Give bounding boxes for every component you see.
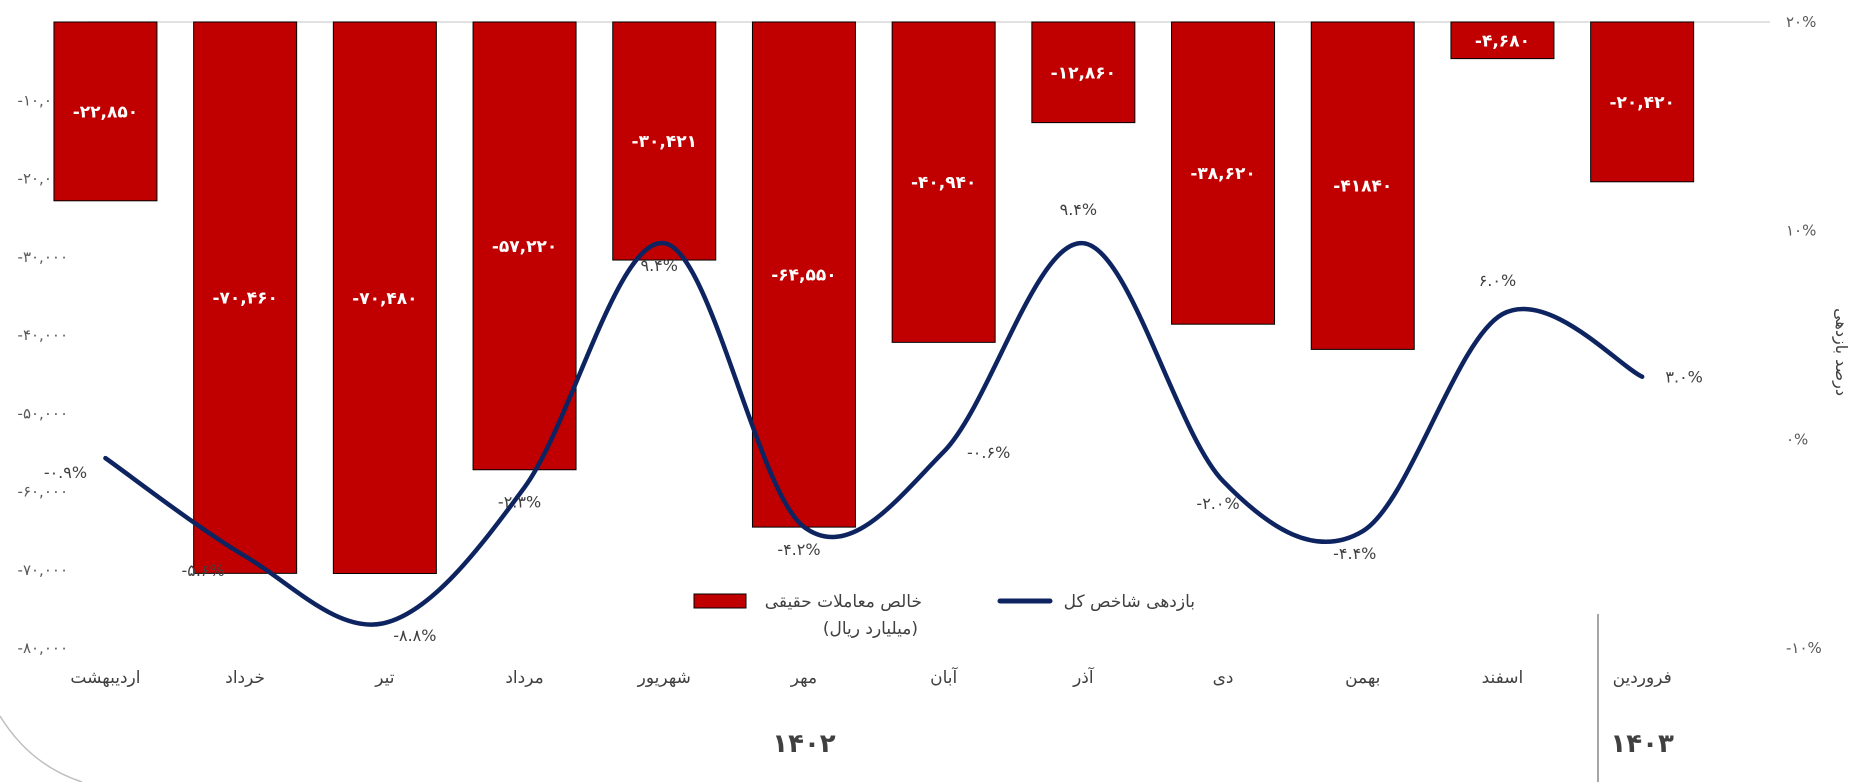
year-group-labels: ۱۴۰۳ ۱۴۰۲: [772, 729, 1674, 759]
return-line: [103, 240, 1645, 627]
right-tick-label: -۱۰%: [1786, 639, 1822, 657]
line-value-label: -۰.۶%: [967, 443, 1010, 462]
line-value-label: -۸.۸%: [393, 626, 436, 645]
bar: [53, 21, 158, 202]
left-axis-ticks: ۰-۱۰,۰۰۰-۲۰,۰۰۰-۳۰,۰۰۰-۴۰,۰۰۰-۵۰,۰۰۰-۶۰,…: [18, 13, 68, 657]
category-label: خرداد: [225, 668, 265, 688]
category-label: دی: [1213, 668, 1234, 688]
bar-value-label: -۴۰,۹۴۰: [911, 173, 976, 193]
bar-value-label: -۱۲,۸۶۰: [1051, 63, 1116, 83]
bar-value-label: -۵۷,۲۲۰: [492, 237, 557, 257]
bar: [612, 21, 717, 261]
bar: [891, 21, 996, 343]
category-label: شهریور: [637, 668, 691, 688]
legend: بازدهی شاخص کل خالص معاملات حقیقی (میلیا…: [693, 592, 1195, 639]
left-tick-label: -۶۰,۰۰۰: [18, 483, 68, 501]
category-label: فروردین: [1613, 668, 1672, 688]
category-label: تیر: [374, 668, 395, 688]
legend-bar-label-unit: (میلیارد ریال): [823, 619, 918, 639]
category-label: مهر: [790, 668, 817, 688]
line-value-label: -۵.۶%: [182, 561, 225, 580]
corner-arc: [0, 715, 83, 782]
bar-value-label: -۴,۶۸۰: [1475, 31, 1530, 51]
legend-bar-swatch: [693, 593, 747, 609]
line-value-label: -۰.۹%: [44, 463, 87, 482]
bar-value-label: -۷۰,۴۶۰: [212, 289, 277, 309]
left-tick-label: -۸۰,۰۰۰: [18, 639, 68, 657]
right-tick-label: ۲۰%: [1786, 13, 1816, 31]
bar-value-label: -۲۰,۴۲۰: [1609, 93, 1674, 113]
legend-line-label: بازدهی شاخص کل: [1064, 592, 1195, 612]
category-label: آبان: [930, 666, 958, 688]
bar-value-label: -۴۱۸۴۰: [1333, 177, 1392, 197]
right-tick-label: ۱۰%: [1786, 222, 1816, 240]
line-value-label: -۲.۰%: [1196, 494, 1239, 513]
line-value-label: -۲.۳%: [498, 492, 541, 511]
category-label: بهمن: [1345, 668, 1380, 688]
bar: [1450, 21, 1555, 60]
right-tick-label: ۰%: [1786, 430, 1808, 448]
category-labels: فروردین اسفند بهمن دی آذر آبان مهر شهریور مرداد ت…: [70, 666, 1671, 688]
line-value-label: ۳.۰%: [1665, 368, 1702, 387]
bar-value-label: -۳۸,۶۲۰: [1190, 164, 1255, 184]
bar: [1171, 21, 1276, 325]
left-tick-label: -۳۰,۰۰۰: [18, 248, 68, 266]
bar-value-label: -۲۲,۸۵۰: [73, 102, 138, 122]
category-label: اسفند: [1482, 668, 1524, 688]
right-axis-title: درصد بازدهی: [1831, 308, 1851, 396]
year-label: ۱۴۰۲: [772, 729, 836, 759]
legend-bar-label: خالص معاملات حقیقی: [765, 592, 922, 612]
line-data-labels: ۳.۰% ۶.۰% -۴.۴% -۲.۰% ۹.۴% -۰.۶% -۴.۲% ۹.۴% -۲.۳…: [44, 200, 1703, 645]
category-label: مرداد: [505, 668, 543, 688]
right-axis-ticks: ۲۰% ۱۰% ۰% -۱۰%: [1786, 13, 1822, 657]
line-value-label: ۹.۴%: [641, 256, 678, 275]
bar-value-label: -۳۰,۴۲۱: [632, 132, 697, 152]
line-value-label: -۴.۲%: [777, 540, 820, 559]
year-label: ۱۴۰۳: [1610, 729, 1674, 759]
line-value-label: ۶.۰%: [1479, 271, 1516, 290]
bar: [1310, 21, 1415, 350]
bar: [332, 21, 437, 575]
bar: [472, 21, 577, 471]
line-value-label: ۹.۴%: [1060, 200, 1097, 219]
category-label: آذر: [1072, 666, 1095, 688]
left-tick-label: -۴۰,۰۰۰: [18, 326, 68, 344]
bar: [1590, 21, 1695, 183]
left-tick-label: -۵۰,۰۰۰: [18, 404, 68, 422]
bar-value-label: -۷۰,۴۸۰: [352, 289, 417, 309]
bar-value-label: -۶۴,۵۵۰: [771, 266, 836, 286]
bar: [1031, 21, 1136, 124]
bar-series: [53, 21, 1695, 575]
bar: [193, 21, 298, 574]
bar-data-labels: -۲۰,۴۲۰ -۴,۶۸۰ -۴۱۸۴۰ -۳۸,۶۲۰ -۱۲,۸۶۰ -۴۰,۹۴۰…: [73, 31, 1675, 308]
line-value-label: -۴.۴%: [1333, 544, 1376, 563]
category-label: اردیبهشت: [70, 668, 140, 688]
left-tick-label: -۷۰,۰۰۰: [18, 561, 68, 579]
